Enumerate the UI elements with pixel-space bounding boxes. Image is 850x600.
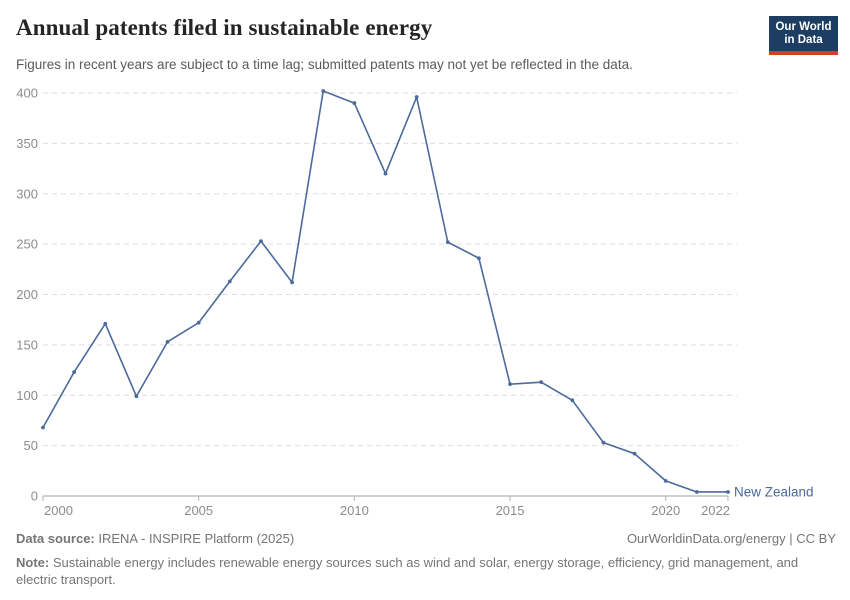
- data-point[interactable]: [663, 478, 668, 483]
- page-subtitle: Figures in recent years are subject to a…: [16, 57, 633, 72]
- data-point[interactable]: [290, 280, 294, 285]
- y-tick-label: 50: [24, 438, 38, 453]
- line-chart[interactable]: 0 50 100 150 200 250 300 350 400 2000 2005 2010 2015…: [0, 79, 850, 524]
- x-tick-label: 2000: [44, 503, 73, 518]
- data-series-line[interactable]: [42, 90, 729, 493]
- y-tick-label: 300: [16, 186, 38, 201]
- x-tick-label: 2005: [184, 503, 213, 518]
- page-title: Annual patents filed in sustainable ener…: [16, 15, 433, 40]
- note-value: Sustainable energy includes renewable en…: [16, 555, 799, 587]
- y-tick-label: 250: [16, 237, 38, 252]
- y-tick-label: 400: [16, 86, 38, 101]
- data-point[interactable]: [694, 490, 699, 494]
- data-point[interactable]: [227, 279, 232, 284]
- data-point[interactable]: [726, 490, 730, 494]
- data-point[interactable]: [72, 370, 77, 374]
- attribution-link[interactable]: OurWorldinData.org/energy | CC BY: [626, 531, 836, 546]
- note-label: Note:: [16, 555, 50, 570]
- x-tick-label: 2020: [651, 503, 680, 518]
- y-tick-label: 350: [16, 136, 38, 151]
- data-point[interactable]: [570, 398, 575, 403]
- y-tick-label: 200: [16, 287, 38, 302]
- logo-text-line2: in Data: [784, 34, 823, 46]
- data-source-value: IRENA - INSPIRE Platform (2025): [98, 531, 295, 546]
- y-tick-label: 100: [16, 388, 38, 403]
- logo-text-line1: Our World: [775, 21, 832, 33]
- data-point[interactable]: [134, 394, 139, 399]
- owid-logo: Our World in Data: [769, 16, 838, 55]
- data-point[interactable]: [414, 95, 419, 99]
- data-source: Data source: IRENA - INSPIRE Platform (2…: [16, 531, 294, 546]
- y-tick-label: 0: [31, 489, 38, 504]
- data-point[interactable]: [196, 320, 201, 325]
- data-point[interactable]: [41, 425, 45, 430]
- data-point[interactable]: [539, 380, 544, 385]
- data-point[interactable]: [103, 321, 108, 326]
- note-text: Note: Sustainable energy includes renewa…: [16, 555, 804, 588]
- data-point[interactable]: [383, 171, 388, 176]
- y-tick-label: 150: [16, 337, 38, 352]
- source-row: Data source: IRENA - INSPIRE Platform (2…: [16, 531, 836, 546]
- data-point[interactable]: [508, 382, 512, 387]
- data-point[interactable]: [165, 339, 170, 344]
- data-point[interactable]: [632, 451, 637, 456]
- data-point[interactable]: [445, 240, 450, 245]
- data-point[interactable]: [601, 440, 606, 445]
- data-point[interactable]: [352, 101, 357, 105]
- data-source-label: Data source:: [16, 531, 95, 546]
- data-point[interactable]: [321, 89, 326, 93]
- data-point[interactable]: [259, 239, 263, 244]
- data-point[interactable]: [477, 256, 481, 261]
- series-label: New Zealand: [734, 484, 814, 499]
- x-tick-label: 2010: [340, 503, 369, 518]
- chart-footer: Data source: IRENA - INSPIRE Platform (2…: [16, 531, 836, 588]
- x-tick-label: 2022: [701, 503, 730, 518]
- x-tick-label: 2015: [496, 503, 525, 518]
